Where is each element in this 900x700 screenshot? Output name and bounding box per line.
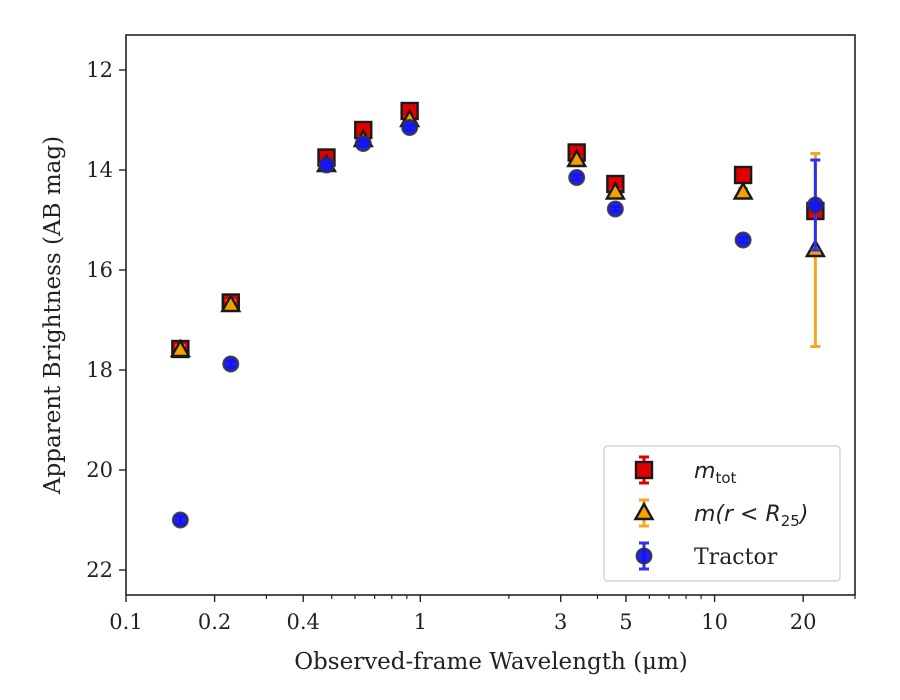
legend-0-label-sub: tot xyxy=(715,469,736,487)
x-tick-label-2: 0.4 xyxy=(286,610,319,634)
series-0 xyxy=(171,101,825,359)
series-1 xyxy=(169,108,826,358)
x-axis-label: Observed-frame Wavelength (μm) xyxy=(294,649,688,675)
legend-entry-0: mtot xyxy=(634,455,736,487)
legend-2-label-base: Tractor xyxy=(694,545,778,570)
series-2-point-7 xyxy=(734,231,752,249)
legend-0-marker xyxy=(634,460,654,480)
legend-1-marker xyxy=(633,501,655,521)
series-2-point-3 xyxy=(354,135,372,152)
legend-1-label-tail: ) xyxy=(798,502,809,527)
axes: 0.1 0.2 0.4 1 3 5 10 20 12 14 16 18 20 22 xyxy=(86,34,856,634)
legend-1-label-base: m(r < R xyxy=(694,502,781,527)
x-tick-label-1: 0.2 xyxy=(198,610,231,634)
series-2-point-4 xyxy=(401,119,419,136)
series-0-point-7 xyxy=(733,165,753,185)
x-tick-label-6: 10 xyxy=(701,610,728,634)
series-1-point-6 xyxy=(604,181,626,200)
legend: mtot m(r < R25) Tractor xyxy=(603,445,841,582)
legend-box xyxy=(603,445,841,582)
series-1-point-1 xyxy=(220,293,242,313)
y-tick-label-4: 20 xyxy=(86,458,113,482)
legend-1-label-sub: 25 xyxy=(781,512,800,530)
series-2-point-1 xyxy=(222,355,240,373)
series-2 xyxy=(171,119,824,529)
legend-entry-1: m(r < R25) xyxy=(633,498,808,530)
plot-frame xyxy=(125,34,856,596)
data-marks xyxy=(169,101,826,529)
y-tick-label-2: 16 xyxy=(86,258,113,282)
series-1-point-7 xyxy=(732,181,754,200)
series-1-point-5 xyxy=(566,148,588,168)
series-2-point-5 xyxy=(568,169,586,186)
series-2-point-0 xyxy=(171,511,189,529)
y-axis-label: Apparent Brightness (AB mag) xyxy=(40,136,66,495)
y-tick-label-3: 18 xyxy=(86,358,113,382)
x-tick-label-0: 0.1 xyxy=(109,610,142,634)
legend-2-label: Tractor xyxy=(694,545,778,570)
y-tick-label-0: 12 xyxy=(86,58,113,82)
y-tick-label-1: 14 xyxy=(86,158,113,182)
legend-0-label: mtot xyxy=(694,459,736,487)
y-tick-label-5: 22 xyxy=(86,558,113,582)
series-2-point-6 xyxy=(606,200,624,218)
x-tick-label-7: 20 xyxy=(790,610,817,634)
x-tick-label-5: 5 xyxy=(619,610,632,634)
x-tick-label-3: 1 xyxy=(414,610,427,634)
legend-0-label-base: m xyxy=(694,459,715,484)
series-2-point-2 xyxy=(317,156,335,174)
series-2-point-8 xyxy=(806,196,824,214)
series-1-point-0 xyxy=(169,338,191,358)
x-tick-label-4: 3 xyxy=(554,610,567,634)
legend-entry-2: Tractor xyxy=(635,541,778,571)
legend-2-marker xyxy=(635,547,653,565)
legend-1-label: m(r < R25) xyxy=(694,502,808,530)
